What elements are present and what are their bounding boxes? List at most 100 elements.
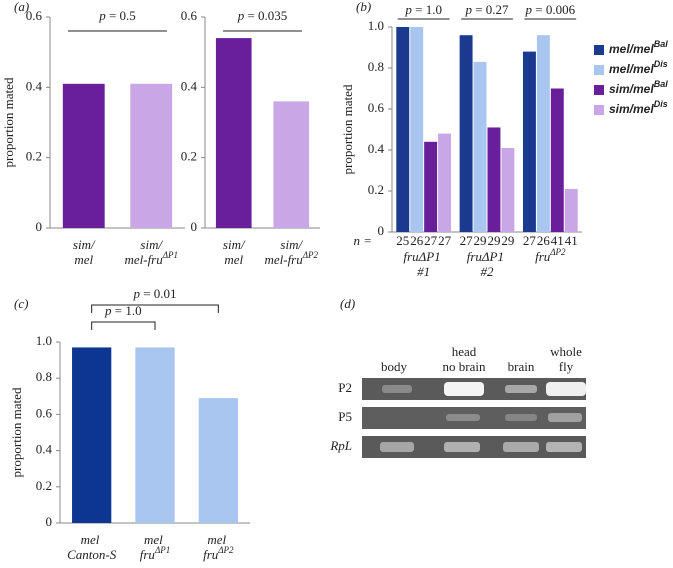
label-line: sim/mel [609, 82, 654, 96]
bar [62, 83, 105, 228]
p-value: p = 0.006 [525, 2, 576, 17]
x-tick-label: mel fruΔP2 [203, 532, 234, 562]
y-tick-label: 0.6 [181, 8, 198, 23]
y-tick-label: 0.2 [36, 478, 52, 493]
y-tick-label: 0.4 [181, 78, 198, 93]
x-tick-label: sim/mel-fruΔP1 [124, 237, 178, 267]
gel-row-label: RpL [329, 438, 352, 453]
gel-column-label: whole [550, 344, 582, 359]
y-tick-label: 0.2 [181, 149, 197, 164]
label-line: mel [224, 252, 243, 267]
superscript: ΔP1 [162, 250, 178, 260]
label-line: fru [203, 547, 219, 562]
p-symbol: p [104, 303, 112, 318]
gel-band [546, 442, 582, 452]
superscript: Bal [654, 79, 669, 89]
gel-column-label: brain [508, 359, 535, 374]
bar [550, 88, 564, 232]
y-axis-label: proportion mated [9, 387, 24, 477]
legend-label: mel/melBal [609, 39, 668, 56]
label-line: mel/mel [609, 62, 654, 76]
label-line: mel [207, 532, 229, 547]
gel-row-label: P5 [338, 409, 352, 424]
p-symbol: p [464, 2, 472, 17]
superscript: ΔP1 [154, 545, 170, 555]
panel-label: (a) [14, 0, 29, 14]
legend-swatch [594, 45, 604, 55]
panel-label: (b) [356, 0, 371, 14]
x-tick-label: fruΔP1 #2 [467, 249, 508, 279]
label-line: sim/mel [609, 102, 654, 116]
y-tick-label: 0 [378, 223, 385, 238]
label-line: mel [144, 532, 166, 547]
p-value: p = 0.5 [98, 8, 136, 23]
superscript: Dis [654, 59, 668, 69]
p-value: p = 1.0 [404, 2, 442, 17]
bar [396, 27, 410, 232]
gel-row-label: P2 [338, 380, 352, 395]
p-symbol: p [525, 2, 533, 17]
superscript: ΔP2 [302, 250, 319, 260]
label-line: #1 [417, 264, 430, 279]
n-label: n = [353, 233, 372, 248]
gel-band [505, 385, 537, 393]
y-tick-label: 0 [46, 514, 53, 529]
y-tick-label: 0.2 [368, 182, 384, 197]
gel [362, 378, 586, 458]
bar [424, 141, 438, 232]
y-tick-label: 0.4 [36, 442, 53, 457]
bar [410, 27, 424, 232]
legend-swatch [594, 85, 604, 95]
label-line: fru [140, 547, 156, 562]
gel-band [382, 385, 412, 393]
bar [198, 398, 238, 523]
legend-label: sim/melDis [609, 99, 668, 116]
gel-band [503, 442, 539, 452]
bar [135, 347, 175, 523]
bar [473, 61, 487, 232]
legend-swatch [594, 105, 604, 115]
legend-label: mel/melDis [609, 59, 668, 76]
p-text: = 0.5 [106, 8, 136, 23]
p-value: p = 0.01 [132, 286, 176, 301]
gel-band [444, 382, 484, 396]
label-line: fru [535, 249, 551, 264]
x-tick-label: mel fruΔP1 [140, 532, 170, 562]
n-count: 29 [487, 233, 500, 248]
gel-column-label: body [381, 359, 408, 374]
p-text: = 0.27 [472, 2, 509, 17]
x-tick-label: sim/mel [223, 237, 246, 267]
y-tick-label: 0 [191, 219, 198, 234]
p-value: p = 0.27 [464, 2, 509, 17]
n-count: 41 [565, 233, 578, 248]
y-tick-label: 0.8 [36, 369, 52, 384]
p-value: p = 1.0 [104, 303, 142, 318]
bracket [91, 321, 156, 330]
p-symbol: p [132, 286, 140, 301]
n-count: 25 [396, 233, 409, 248]
bar [501, 147, 515, 232]
label-line: sim/ [280, 237, 303, 252]
x-tick-label: sim/mel [73, 237, 96, 267]
y-tick-label: 0.6 [368, 100, 385, 115]
superscript: Dis [654, 99, 668, 109]
p-symbol: p [98, 8, 106, 23]
y-tick-label: 0.6 [26, 8, 43, 23]
y-tick-label: 0.4 [368, 141, 385, 156]
legend-swatch [594, 65, 604, 75]
x-tick-label: sim/mel-fruΔP2 [264, 237, 318, 267]
label-line: fruΔP1 [467, 249, 508, 264]
p-text: = 1.0 [412, 2, 442, 17]
bar [273, 101, 310, 228]
n-count: 29 [474, 233, 487, 248]
p-symbol: p [404, 2, 412, 17]
y-tick-label: 0.2 [26, 149, 42, 164]
gel-band [505, 414, 537, 421]
bar [459, 35, 473, 233]
panel-label: (c) [14, 296, 28, 311]
label-line: mel-fru [264, 252, 303, 267]
gel-band [446, 414, 480, 421]
gel-band [380, 442, 414, 452]
